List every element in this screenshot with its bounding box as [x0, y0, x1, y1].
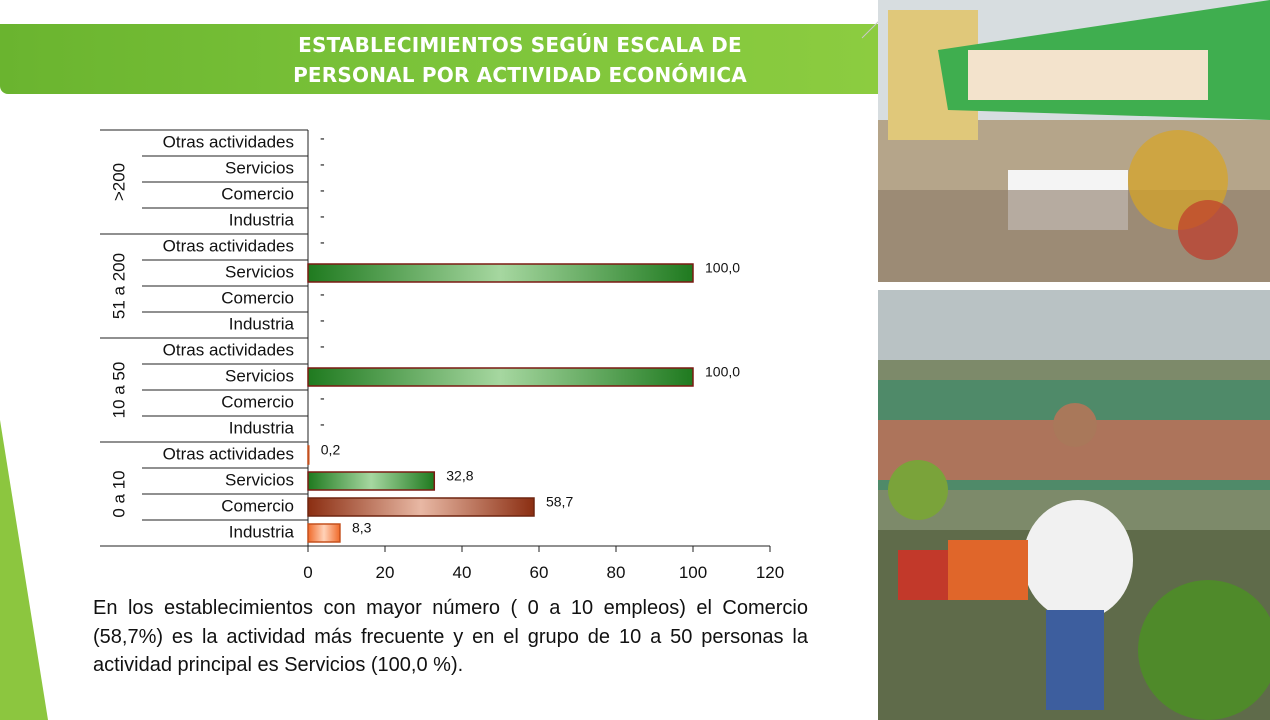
data-label: -	[320, 208, 325, 224]
data-label: -	[320, 234, 325, 250]
category-label: Comercio	[221, 392, 294, 411]
x-tick-label: 120	[756, 563, 784, 582]
category-label: Industria	[229, 210, 295, 229]
category-label: Comercio	[221, 184, 294, 203]
bar	[307, 445, 310, 465]
x-tick-label: 0	[303, 563, 312, 582]
x-tick-label: 100	[679, 563, 707, 582]
category-label: Otras actividades	[163, 444, 294, 463]
data-label: 0,2	[321, 442, 341, 458]
data-label: 32,8	[446, 468, 473, 484]
data-label: 100,0	[705, 364, 740, 380]
category-label: Servicios	[225, 366, 294, 385]
data-label: -	[320, 338, 325, 354]
category-label: Otras actividades	[163, 340, 294, 359]
data-label: -	[320, 182, 325, 198]
data-label: -	[320, 286, 325, 302]
category-label: Industria	[229, 314, 295, 333]
data-label: 8,3	[352, 520, 372, 536]
bar	[307, 471, 436, 491]
bar	[307, 523, 341, 543]
data-label: 100,0	[705, 260, 740, 276]
title-line-1: ESTABLECIMIENTOS SEGÚN ESCALA DE	[298, 33, 742, 57]
category-label: Servicios	[225, 158, 294, 177]
data-label: -	[320, 156, 325, 172]
data-label: 58,7	[546, 494, 573, 510]
group-label: 10 a 50	[109, 362, 128, 419]
category-label: Servicios	[225, 470, 294, 489]
x-tick-label: 40	[453, 563, 472, 582]
bar	[307, 263, 694, 283]
category-label: Otras actividades	[163, 236, 294, 255]
market-stall-photo	[878, 0, 1270, 282]
data-label: -	[320, 312, 325, 328]
category-label: Industria	[229, 418, 295, 437]
category-label: Otras actividades	[163, 132, 294, 151]
category-label: Servicios	[225, 262, 294, 281]
category-label: Comercio	[221, 288, 294, 307]
bar	[307, 367, 694, 387]
data-label: -	[320, 130, 325, 146]
header-band	[0, 24, 880, 94]
data-label: -	[320, 416, 325, 432]
summary-paragraph: En los establecimientos con mayor número…	[93, 597, 808, 676]
group-label: >200	[109, 163, 128, 201]
x-tick-label: 60	[530, 563, 549, 582]
data-label: -	[320, 390, 325, 406]
green-corner-accent	[0, 420, 48, 720]
category-label: Industria	[229, 522, 295, 541]
bar	[307, 497, 535, 517]
x-tick-label: 80	[607, 563, 626, 582]
group-label: 51 a 200	[109, 253, 128, 319]
bar-chart: 0 20 40 60 80 100 120 >200 Otras actividades - Ser…	[100, 129, 784, 582]
page-title: ESTABLECIMIENTOS SEGÚN ESCALA DE PERSONA…	[260, 30, 780, 90]
category-label: Comercio	[221, 496, 294, 515]
title-line-2: PERSONAL POR ACTIVIDAD ECONÓMICA	[293, 63, 747, 87]
x-tick-label: 20	[376, 563, 395, 582]
group-label: 0 a 10	[109, 470, 128, 517]
vendor-photo	[878, 290, 1270, 720]
